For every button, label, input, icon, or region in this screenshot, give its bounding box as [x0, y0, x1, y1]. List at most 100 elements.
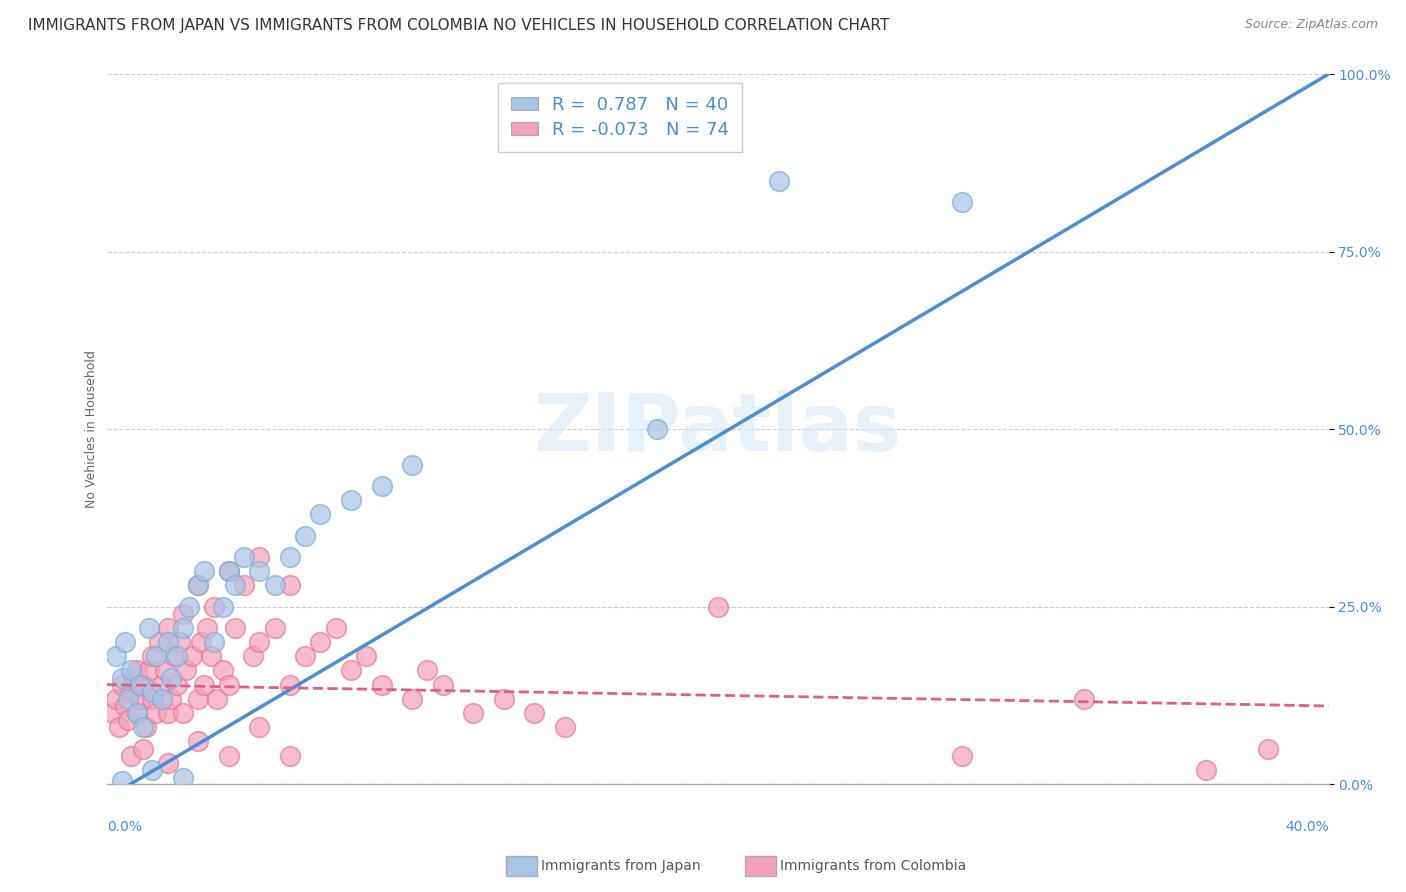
Text: Immigrants from Colombia: Immigrants from Colombia [780, 859, 966, 873]
Text: 40.0%: 40.0% [1285, 820, 1329, 833]
Point [768, 173, 790, 187]
Point [172, 621, 194, 635]
Point [190, 635, 212, 649]
Point [120, 685, 142, 699]
Point [159, 671, 181, 685]
Point [218, 564, 240, 578]
Point [218, 564, 240, 578]
Point [108, 720, 131, 734]
Point [129, 691, 152, 706]
Point [278, 578, 301, 592]
Point [138, 621, 160, 635]
Text: 0.0%: 0.0% [107, 820, 142, 833]
Point [187, 578, 209, 592]
Y-axis label: No Vehicles in Household: No Vehicles in Household [86, 350, 98, 508]
Point [156, 635, 179, 649]
Point [1257, 741, 1279, 756]
Point [1195, 763, 1218, 777]
Point [104, 649, 127, 664]
Point [153, 664, 176, 678]
Point [120, 664, 142, 678]
Point [145, 706, 167, 720]
Point [432, 678, 454, 692]
Point [172, 772, 194, 786]
Point [122, 671, 145, 685]
Point [370, 479, 392, 493]
Point [950, 748, 973, 763]
Point [247, 549, 270, 564]
Point [309, 635, 332, 649]
Point [166, 649, 188, 664]
Point [401, 691, 423, 706]
Point [706, 599, 728, 614]
Point [141, 691, 163, 706]
Point [325, 621, 347, 635]
Point [224, 621, 246, 635]
Point [218, 748, 240, 763]
Point [138, 664, 160, 678]
Point [202, 635, 225, 649]
Point [114, 635, 136, 649]
Point [263, 578, 285, 592]
Point [554, 720, 576, 734]
Point [294, 528, 316, 542]
Point [340, 493, 363, 508]
Point [129, 678, 152, 692]
Point [166, 678, 188, 692]
Point [127, 664, 149, 678]
Point [141, 763, 163, 777]
Point [132, 678, 155, 692]
Point [200, 649, 222, 664]
Point [114, 698, 136, 713]
Point [370, 678, 392, 692]
Text: ZIPatlas: ZIPatlas [533, 390, 901, 468]
Point [218, 678, 240, 692]
Point [233, 549, 256, 564]
Point [278, 748, 301, 763]
Text: IMMIGRANTS FROM JAPAN VS IMMIGRANTS FROM COLOMBIA NO VEHICLES IN HOUSEHOLD CORRE: IMMIGRANTS FROM JAPAN VS IMMIGRANTS FROM… [28, 18, 890, 33]
Point [202, 599, 225, 614]
Point [179, 599, 201, 614]
Point [156, 706, 179, 720]
Point [172, 607, 194, 621]
Point [309, 508, 332, 522]
Text: Immigrants from Japan: Immigrants from Japan [541, 859, 702, 873]
Point [294, 649, 316, 664]
Point [187, 578, 209, 592]
Point [1073, 691, 1095, 706]
Point [950, 194, 973, 209]
Point [148, 635, 170, 649]
Point [132, 720, 155, 734]
Point [111, 671, 134, 685]
Legend: R =  0.787   N = 40, R = -0.073   N = 74: R = 0.787 N = 40, R = -0.073 N = 74 [498, 83, 742, 152]
Point [233, 578, 256, 592]
Point [127, 706, 149, 720]
Text: Source: ZipAtlas.com: Source: ZipAtlas.com [1244, 18, 1378, 31]
Point [211, 664, 233, 678]
Point [278, 678, 301, 692]
Point [127, 706, 149, 720]
Point [247, 720, 270, 734]
Point [356, 649, 378, 664]
Point [111, 678, 134, 692]
Point [645, 422, 668, 436]
Point [141, 685, 163, 699]
Point [111, 773, 134, 788]
Point [247, 564, 270, 578]
Point [104, 691, 127, 706]
Point [263, 621, 285, 635]
Point [163, 649, 186, 664]
Point [463, 706, 485, 720]
Point [416, 664, 439, 678]
Point [278, 549, 301, 564]
Point [197, 621, 219, 635]
Point [120, 748, 142, 763]
Point [193, 564, 215, 578]
Point [401, 458, 423, 472]
Point [159, 691, 181, 706]
Point [181, 649, 204, 664]
Point [211, 599, 233, 614]
Point [193, 678, 215, 692]
Point [172, 706, 194, 720]
Point [224, 578, 246, 592]
